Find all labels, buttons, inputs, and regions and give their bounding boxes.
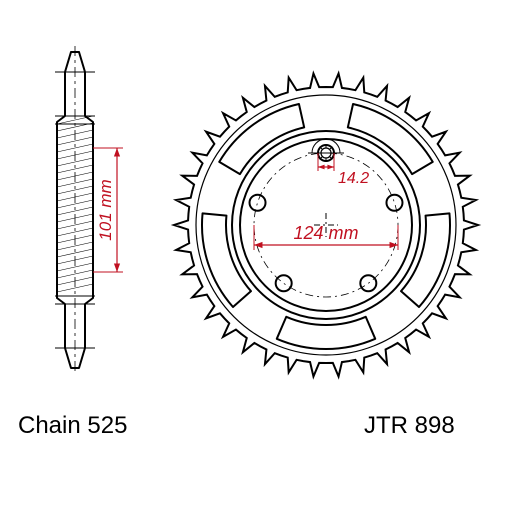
chain-label: Chain 525 [18, 412, 127, 440]
sprocket-side-view [55, 46, 95, 374]
top-direction-mark [308, 139, 344, 162]
model-label: JTR 898 [364, 412, 455, 440]
dim-bolt-hole: 14.2 [338, 170, 369, 187]
dim-side-height: 101 mm [96, 179, 115, 240]
dim-bolt-circle: 124 mm [293, 223, 358, 243]
